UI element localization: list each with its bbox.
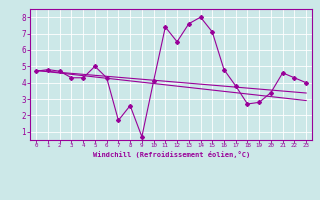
- X-axis label: Windchill (Refroidissement éolien,°C): Windchill (Refroidissement éolien,°C): [92, 151, 250, 158]
